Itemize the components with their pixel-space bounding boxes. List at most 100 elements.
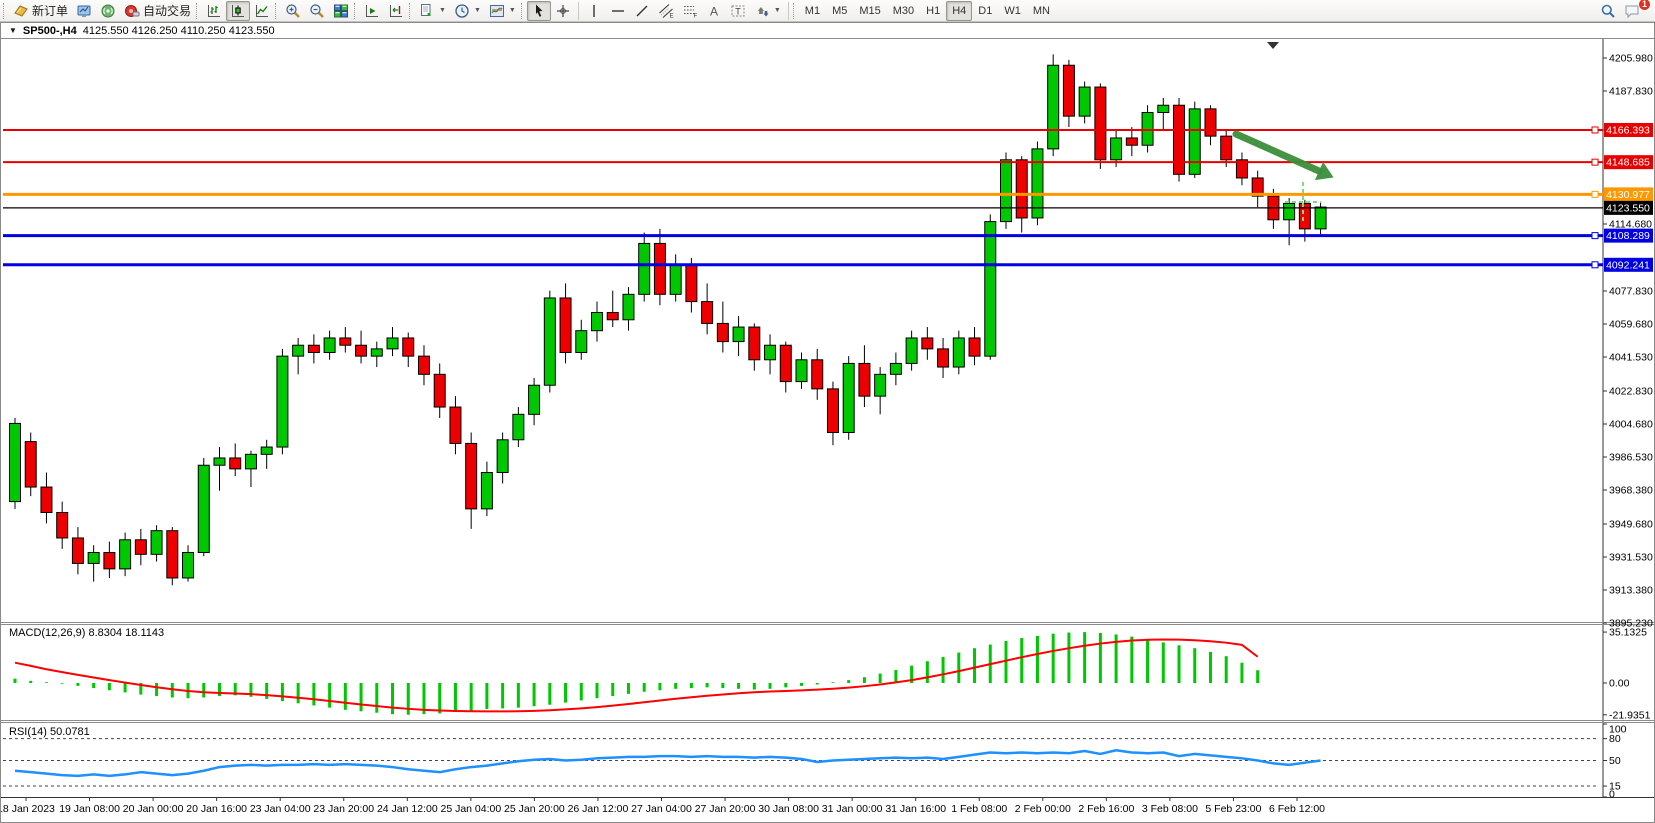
collapse-triangle-icon[interactable]: ▼ [9, 26, 17, 35]
toolbar-grip[interactable] [792, 2, 797, 19]
equidistant-channel-button[interactable]: E [654, 1, 678, 21]
svg-text:100: 100 [1609, 724, 1627, 736]
templates-icon [489, 3, 505, 19]
candlestick-chart-button[interactable] [226, 0, 251, 21]
svg-text:4187.830: 4187.830 [1609, 86, 1653, 98]
toolbar-separator [577, 1, 579, 20]
zoom-in-button[interactable] [281, 1, 305, 21]
new-order-icon [13, 3, 29, 19]
trendline-button[interactable] [630, 1, 654, 21]
vertical-line-button[interactable] [582, 1, 606, 21]
svg-text:4166.393: 4166.393 [1606, 124, 1650, 136]
toolbar-grip[interactable] [354, 2, 358, 19]
clock-icon [454, 3, 470, 19]
auto-trading-button[interactable]: 自动交易 [120, 1, 195, 21]
svg-text:4108.289: 4108.289 [1606, 230, 1650, 242]
svg-text:4059.680: 4059.680 [1609, 319, 1653, 331]
svg-text:4022.830: 4022.830 [1609, 386, 1653, 398]
horizontal-line-button[interactable] [606, 1, 630, 21]
line-chart-icon [254, 3, 270, 19]
timeframe-w1-button[interactable]: W1 [1004, 4, 1021, 17]
notification-badge: 1 [1638, 0, 1651, 11]
dropdown-caret-icon: ▼ [439, 7, 446, 14]
timeframe-h1-button[interactable]: H1 [926, 4, 941, 17]
price-chart-canvas[interactable]: 4205.980 4187.830 4114.680 4077.830 4059.680… [1, 39, 1654, 822]
timeframe-d1-button[interactable]: D1 [978, 4, 993, 17]
text-label-icon: T [730, 3, 746, 19]
toolbar-grip[interactable] [409, 2, 413, 19]
svg-text:2 Feb 00:00: 2 Feb 00:00 [1015, 803, 1071, 815]
search-button[interactable] [1596, 1, 1620, 21]
svg-text:0.00: 0.00 [1609, 678, 1630, 690]
chart-ohlc-values: 4125.550 4126.250 4110.250 4123.550 [82, 24, 275, 37]
chart-shift-icon [388, 3, 404, 19]
dropdown-caret-icon: ▼ [508, 7, 516, 14]
svg-text:4004.680: 4004.680 [1609, 419, 1653, 431]
timeframe-m15-button[interactable]: M15 [859, 4, 881, 17]
timeframe-m5-button[interactable]: M5 [832, 4, 848, 17]
toolbar-grip[interactable] [196, 2, 200, 19]
svg-text:4148.685: 4148.685 [1606, 157, 1650, 169]
timeframe-m30-button[interactable]: M30 [892, 4, 915, 17]
timeframe-mn-button[interactable]: MN [1032, 4, 1050, 17]
svg-text:3986.530: 3986.530 [1609, 452, 1653, 464]
timeframe-m1-button[interactable]: M1 [804, 4, 821, 17]
bar-chart-icon [206, 3, 222, 19]
tile-windows-button[interactable] [329, 1, 353, 21]
svg-text:6 Feb 12:00: 6 Feb 12:00 [1269, 803, 1325, 815]
search-icon [1600, 3, 1616, 19]
toolbar-grip[interactable] [3, 2, 7, 19]
text-label-button[interactable]: T [726, 1, 750, 21]
svg-text:5 Feb 23:00: 5 Feb 23:00 [1205, 803, 1261, 815]
main-toolbar: 新订单 自动交易 ▼ ▼ ▼ [0, 0, 1655, 22]
svg-text:0: 0 [1609, 789, 1615, 801]
charts-button[interactable] [72, 1, 96, 21]
chart-title-bar[interactable]: ▼ SP500-,H4 4125.550 4126.250 4110.250 4… [1, 22, 1654, 39]
svg-text:27 Jan 20:00: 27 Jan 20:00 [695, 803, 756, 815]
crosshair-button[interactable] [551, 1, 575, 21]
svg-text:3968.380: 3968.380 [1609, 485, 1653, 497]
cursor-icon [531, 3, 547, 19]
bar-chart-button[interactable] [202, 1, 226, 21]
tile-windows-icon [333, 3, 349, 19]
svg-text:24 Jan 12:00: 24 Jan 12:00 [377, 803, 438, 815]
equidistant-channel-icon: E [658, 3, 674, 19]
svg-text:4077.830: 4077.830 [1609, 286, 1653, 298]
templates-button[interactable]: ▼ [485, 1, 520, 21]
fibonacci-button[interactable]: F [678, 1, 702, 21]
fibonacci-icon: F [682, 3, 698, 19]
zoom-out-icon [309, 3, 325, 19]
zoom-in-icon [285, 3, 301, 19]
svg-text:F: F [693, 13, 697, 19]
toolbar-grip[interactable] [275, 2, 279, 19]
svg-text:18 Jan 2023: 18 Jan 2023 [1, 803, 55, 815]
zoom-out-button[interactable] [305, 1, 329, 21]
arrows-button[interactable]: ▼ [750, 1, 785, 21]
dropdown-caret-icon: ▼ [473, 7, 481, 14]
svg-text:4092.241: 4092.241 [1606, 259, 1650, 271]
chart-shift-button[interactable] [384, 1, 408, 21]
svg-text:4041.530: 4041.530 [1609, 352, 1653, 364]
signal-icon [100, 3, 116, 19]
toolbar-grip[interactable] [520, 2, 525, 19]
line-chart-button[interactable] [250, 1, 274, 21]
svg-text:-21.9351: -21.9351 [1609, 709, 1651, 721]
cursor-button[interactable] [526, 0, 551, 21]
periods-clock-button[interactable]: ▼ [450, 1, 485, 21]
svg-text:E: E [669, 13, 673, 19]
auto-scroll-button[interactable] [360, 1, 384, 21]
text-button[interactable]: A [702, 1, 726, 21]
notifications-button[interactable]: 1 [1620, 0, 1651, 21]
new-order-button[interactable]: 新订单 [9, 1, 72, 21]
svg-text:50: 50 [1609, 755, 1621, 767]
chart-area[interactable]: MACD(12,26,9) 8.8304 18.1143 RSI(14) 50.… [1, 39, 1654, 822]
add-indicator-button[interactable]: ▼ [415, 1, 450, 21]
svg-text:4205.980: 4205.980 [1609, 53, 1653, 65]
timeframe-h4-button[interactable]: H4 [946, 0, 973, 21]
signals-button[interactable] [96, 1, 120, 21]
add-indicator-icon [419, 3, 435, 19]
svg-text:A: A [710, 4, 718, 18]
rsi-indicator-label: RSI(14) 50.0781 [9, 726, 90, 738]
svg-text:1 Feb 08:00: 1 Feb 08:00 [951, 803, 1007, 815]
svg-text:35.1325: 35.1325 [1609, 627, 1647, 639]
